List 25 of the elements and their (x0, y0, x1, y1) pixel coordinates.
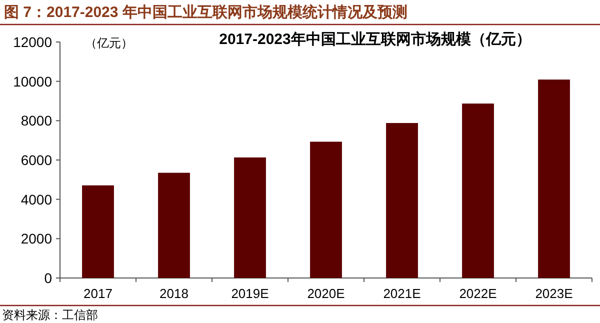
y-tick-label: 2000 (20, 230, 52, 247)
x-tick-label: 2022E (459, 286, 498, 301)
bar (462, 104, 494, 278)
chart-subtitle: 2017-2023年中国工业互联网市场规模（亿元） (219, 30, 531, 48)
bar (158, 172, 190, 278)
y-tick-label: 10000 (13, 73, 52, 90)
text: 资料来源：工信部 (2, 308, 98, 322)
bar (234, 157, 266, 278)
y-tick-label: 0 (44, 270, 52, 286)
y-axis-title: （亿元） (85, 36, 133, 50)
x-tick-label: 2018 (160, 286, 188, 301)
y-tick-label: 4000 (20, 191, 52, 208)
bar (538, 80, 570, 278)
bar (310, 142, 342, 278)
bar (386, 123, 418, 278)
y-tick-label: 12000 (13, 34, 52, 50)
y-tick-label: 6000 (20, 152, 52, 168)
x-tick-label: 2023E (535, 286, 574, 301)
x-tick-label: 2019E (231, 286, 270, 301)
bar (82, 185, 114, 278)
x-tick-label: 2020E (307, 286, 346, 301)
x-tick-label: 2017 (84, 286, 112, 301)
y-tick-label: 8000 (20, 112, 52, 129)
x-tick-label: 2021E (383, 286, 422, 301)
chart-title: 图 7：2017-2023 年中国工业互联网市场规模统计情况及预测 (4, 3, 408, 21)
